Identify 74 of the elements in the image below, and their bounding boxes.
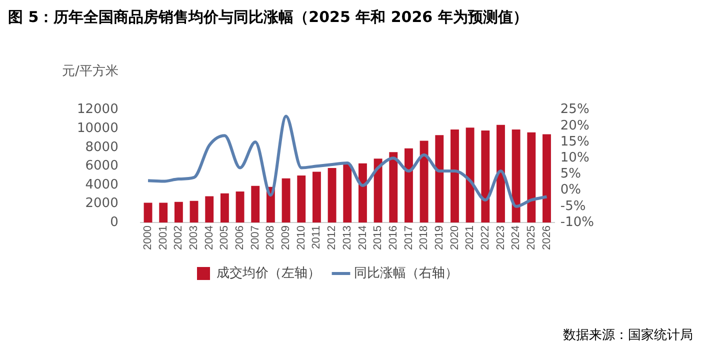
legend-label: 成交均价（左轴）: [216, 265, 320, 280]
bar: [282, 178, 290, 223]
x-tick-label: 2020: [448, 226, 461, 250]
bar: [144, 202, 152, 223]
x-tick-label: 2017: [402, 226, 415, 250]
x-tick-label: 2009: [280, 226, 292, 250]
bar: [404, 148, 413, 223]
x-tick-label: 2015: [372, 226, 384, 250]
bar: [236, 192, 244, 223]
x-tick-label: 2026: [540, 226, 553, 250]
y-tick-label: 0: [110, 214, 118, 230]
x-tick-label: 2003: [188, 226, 200, 250]
y2-tick-label: 10%: [560, 150, 590, 166]
bar: [466, 128, 474, 223]
x-tick-label: 2005: [218, 226, 231, 250]
x-tick-label: 2000: [142, 226, 154, 250]
x-tick-label: 2014: [356, 226, 369, 250]
y2-tick-label: 20%: [560, 118, 590, 134]
x-tick-label: 2010: [295, 226, 308, 250]
x-tick-label: 2021: [464, 226, 476, 250]
bar: [450, 130, 459, 223]
x-tick-label: 2002: [172, 226, 185, 250]
y-tick-label: 2000: [85, 196, 118, 212]
line-series: [146, 114, 548, 208]
y2-tick-label: 5%: [560, 166, 582, 182]
bar: [312, 172, 321, 223]
x-tick-label: 2016: [387, 226, 400, 250]
bar: [328, 168, 336, 223]
source-note: 数据来源：国家统计局: [563, 327, 693, 344]
bar: [512, 130, 520, 223]
x-tick-label: 2006: [234, 226, 246, 250]
bar: [496, 124, 505, 223]
bar: [251, 186, 260, 223]
bar: [159, 202, 168, 223]
bar: [190, 200, 198, 223]
y2-tick-label: 15%: [560, 134, 590, 150]
y-axis-title: 元/平方米: [62, 63, 118, 80]
y-tick-label: 6000: [85, 158, 118, 174]
y2-tick-label: -10%: [560, 214, 594, 230]
bar: [542, 134, 551, 223]
bar: [374, 158, 382, 223]
bar: [343, 164, 352, 223]
x-tick-label: 2018: [418, 226, 430, 250]
bar: [435, 135, 444, 223]
x-tick-label: 2004: [203, 226, 216, 250]
x-tick-label: 2025: [525, 226, 538, 250]
bar: [297, 176, 306, 223]
bar: [420, 140, 428, 223]
bar: [527, 132, 536, 223]
x-tick-label: 2008: [264, 226, 277, 250]
legend-label: 同比涨幅（右轴）: [354, 265, 458, 280]
y-tick-label: 8000: [85, 140, 118, 155]
bar: [205, 196, 214, 223]
y2-tick-label: 0%: [560, 182, 582, 198]
x-tick-label: 2007: [249, 226, 262, 250]
y-tick-label: 12000: [76, 102, 118, 118]
y2-tick-label: -5%: [560, 198, 586, 214]
y-tick-label: 10000: [76, 120, 118, 136]
bar: [358, 163, 367, 223]
x-tick-label: 2011: [310, 226, 323, 250]
bar: [389, 152, 398, 223]
x-tick-label: 2013: [341, 226, 354, 250]
bar: [174, 202, 183, 223]
y2-tick-label: 25%: [560, 102, 590, 118]
bar: [220, 193, 229, 223]
x-tick-label: 2012: [326, 226, 338, 250]
chart-title: 图 5：历年全国商品房销售均价与同比涨幅（2025 年和 2026 年为预测值）: [8, 8, 528, 27]
x-tick-label: 2023: [494, 226, 507, 250]
y-tick-label: 4000: [85, 177, 118, 192]
x-tick-label: 2001: [157, 226, 170, 250]
x-tick-label: 2019: [433, 226, 446, 250]
bar: [481, 130, 490, 223]
x-tick-label: 2022: [479, 226, 492, 250]
x-tick-label: 2024: [510, 226, 522, 250]
